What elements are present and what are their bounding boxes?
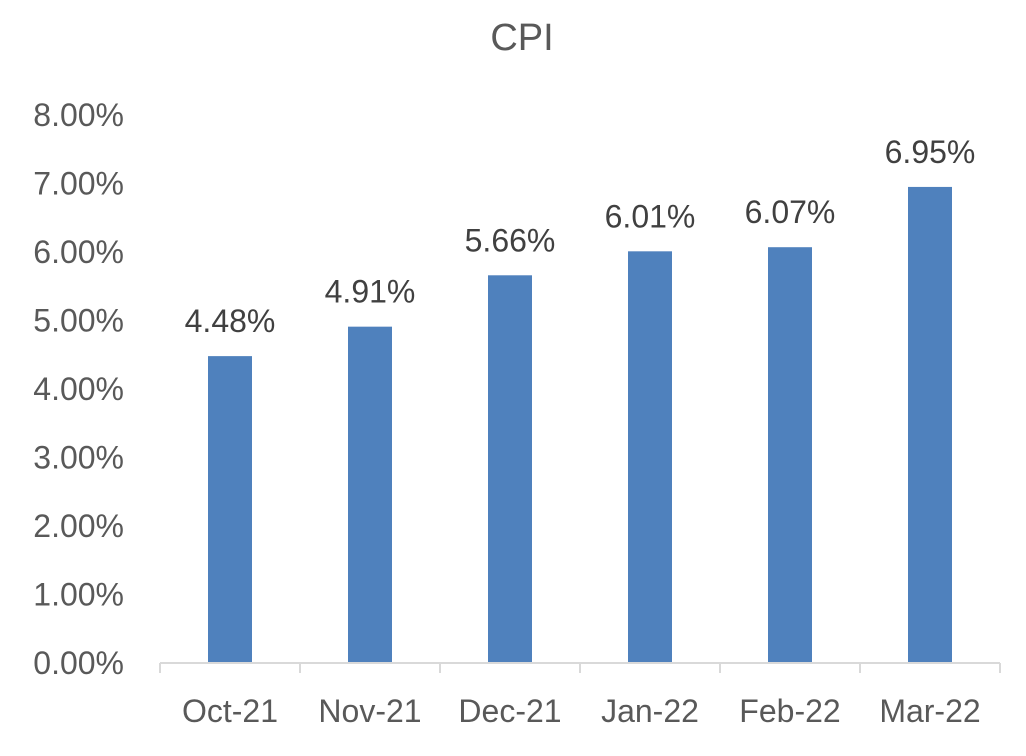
data-label: 4.91% xyxy=(325,274,416,310)
x-tick-label: Oct-21 xyxy=(182,693,278,729)
x-tick-label: Jan-22 xyxy=(601,693,699,729)
x-tick-label: Mar-22 xyxy=(879,693,980,729)
bars xyxy=(208,186,952,664)
y-tick-label: 4.00% xyxy=(33,371,124,407)
bar-feb-22 xyxy=(768,247,812,663)
bar-oct-21 xyxy=(208,356,252,663)
x-tick-label: Dec-21 xyxy=(458,693,561,729)
y-tick-label: 3.00% xyxy=(33,440,124,476)
x-axis-labels: Oct-21 Nov-21 Dec-21 Jan-22 Feb-22 Mar-22 xyxy=(182,693,981,729)
data-labels: 4.48% 4.91% 5.66% 6.01% 6.07% 6.95% xyxy=(185,134,976,339)
y-tick-label: 2.00% xyxy=(33,508,124,544)
y-tick-label: 8.00% xyxy=(33,97,124,133)
y-tick-label: 7.00% xyxy=(33,166,124,202)
chart-title: CPI xyxy=(490,17,553,59)
y-tick-label: 5.00% xyxy=(33,303,124,339)
data-label: 6.95% xyxy=(885,134,976,170)
data-label: 4.48% xyxy=(185,303,276,339)
x-axis-ticks xyxy=(159,663,1001,673)
bar-nov-21 xyxy=(348,326,392,663)
x-tick-label: Nov-21 xyxy=(318,693,421,729)
x-tick-label: Feb-22 xyxy=(739,693,840,729)
y-tick-label: 0.00% xyxy=(33,645,124,681)
data-label: 6.07% xyxy=(745,194,836,230)
data-label: 5.66% xyxy=(465,222,556,258)
y-axis-labels: 0.00% 1.00% 2.00% 3.00% 4.00% 5.00% 6.00% 7.00%… xyxy=(33,97,124,681)
bar-dec-21 xyxy=(488,275,532,663)
data-label: 6.01% xyxy=(605,198,696,234)
bar-jan-22 xyxy=(628,251,672,663)
y-tick-label: 1.00% xyxy=(33,577,124,613)
y-tick-label: 6.00% xyxy=(33,234,124,270)
bar-mar-22 xyxy=(908,186,952,664)
